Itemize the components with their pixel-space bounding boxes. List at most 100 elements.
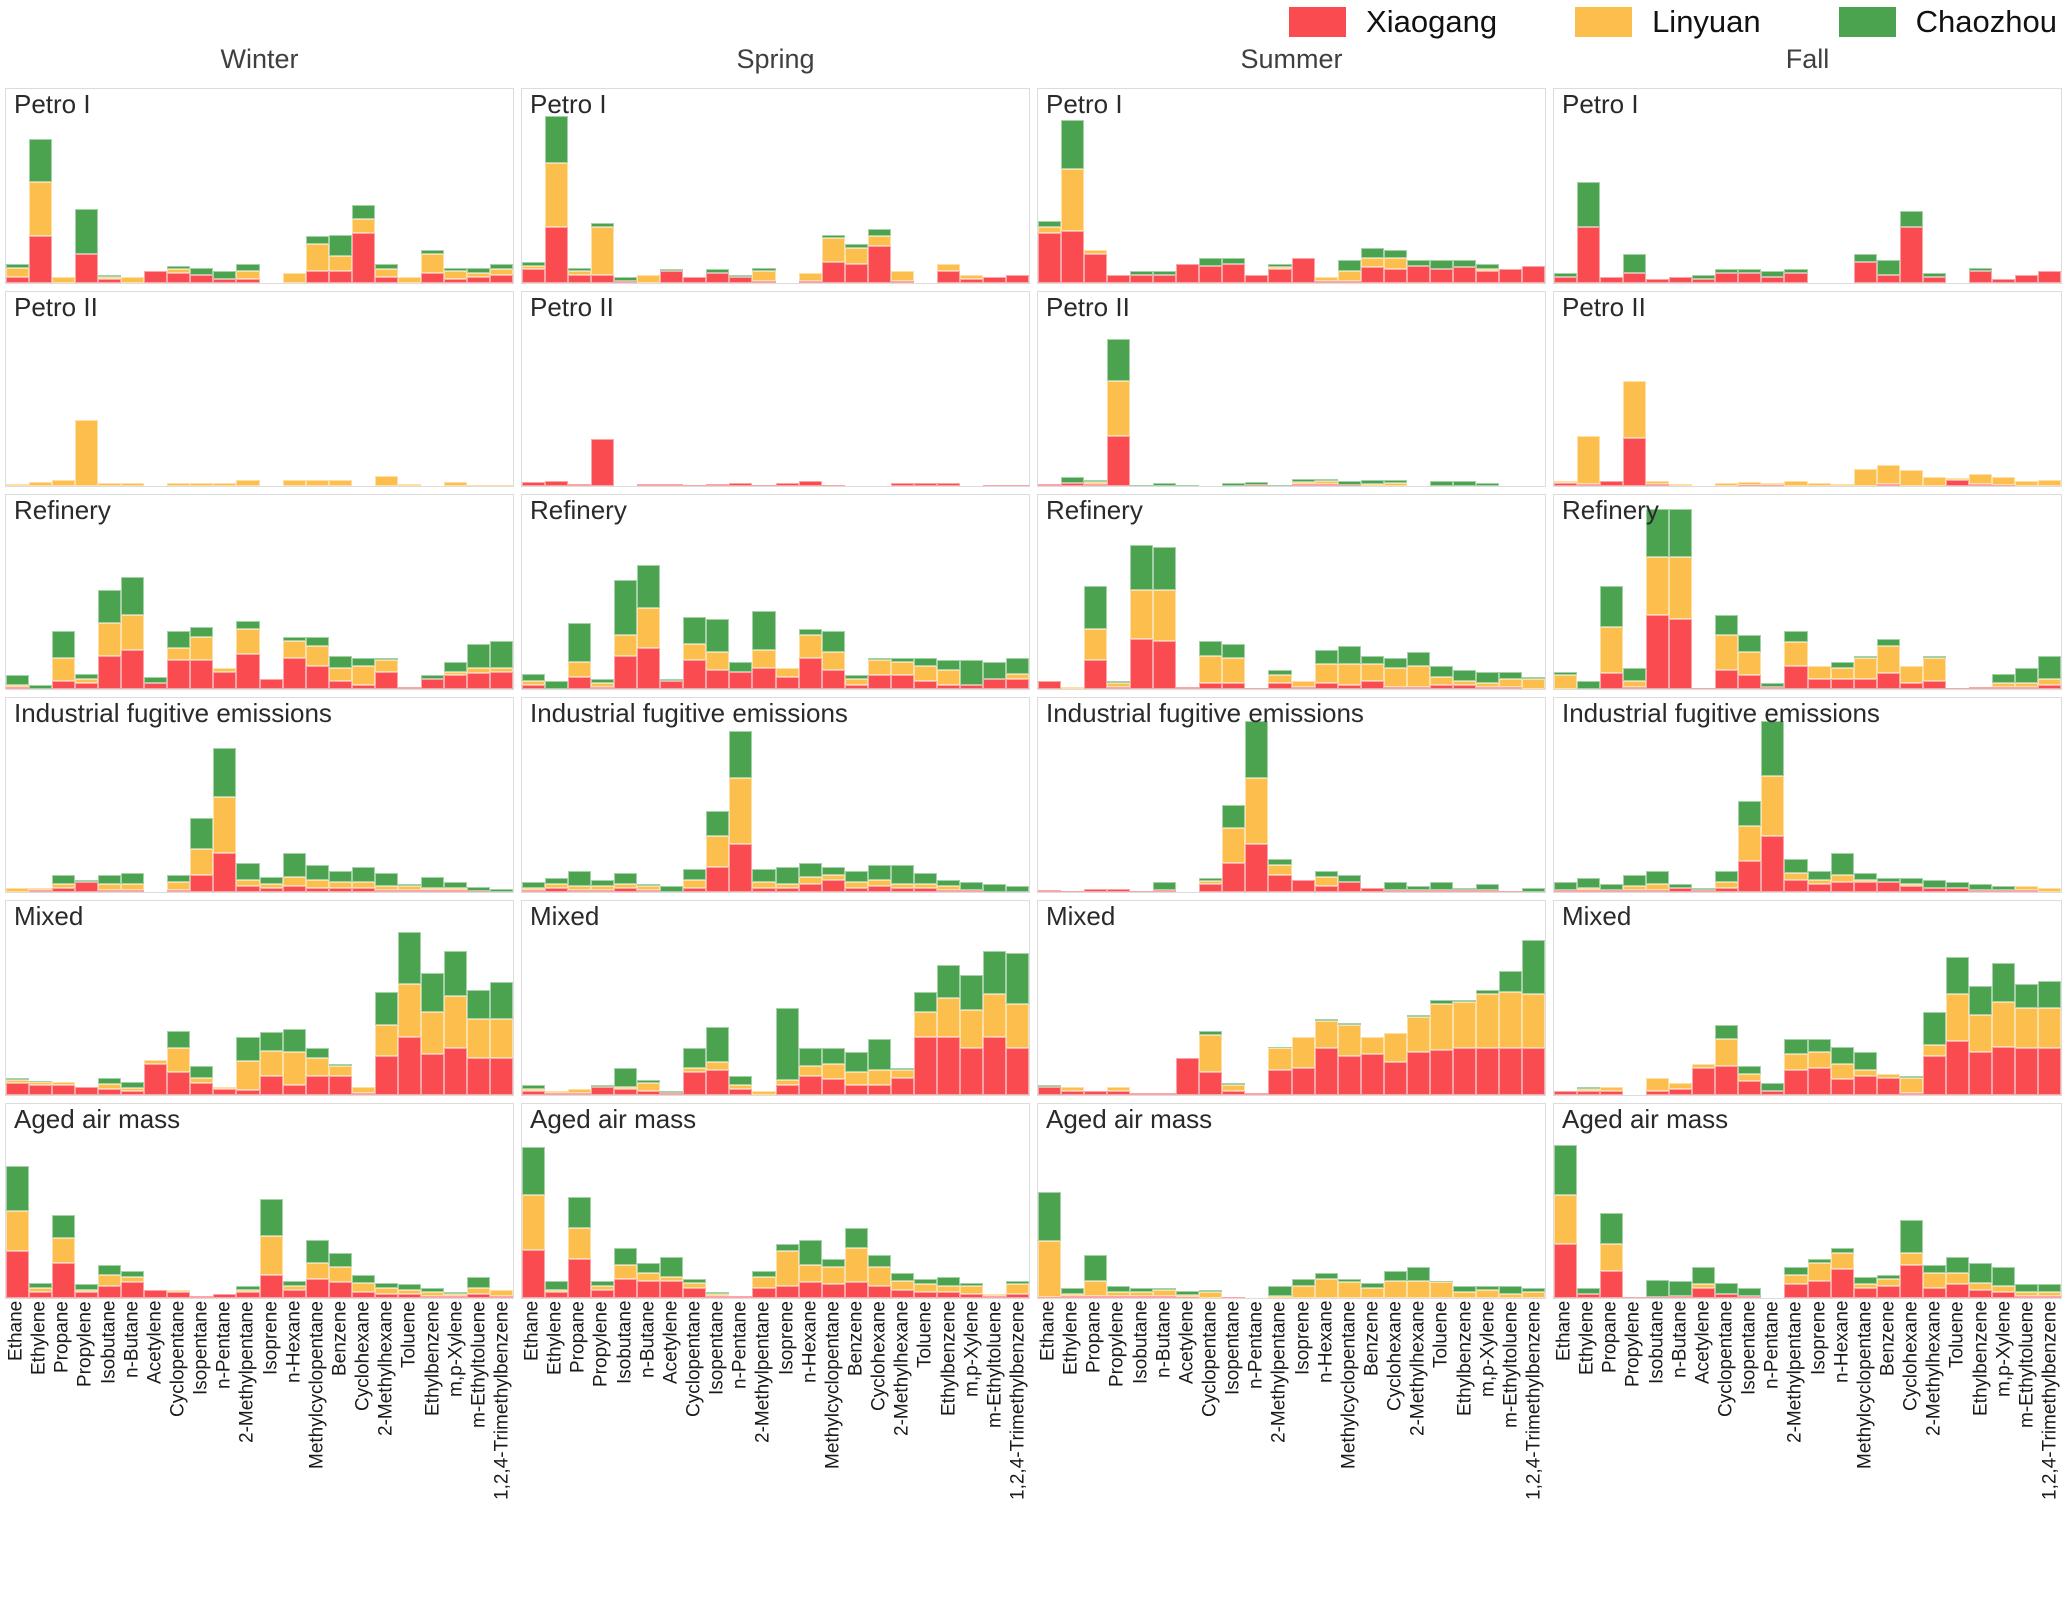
segment-linyuan: [683, 644, 707, 660]
segment-linyuan: [660, 1276, 684, 1281]
panel-fall-industrial-fugitive-emissions: Industrial fugitive emissions: [1553, 697, 2062, 893]
xlabel-isoprene: Isoprene: [776, 1301, 798, 1375]
bar-propylene: [1107, 698, 1131, 892]
bar-ethylene: [1061, 698, 1085, 892]
segment-xiaogang: [867, 1085, 891, 1095]
segment-chaozhou: [1452, 888, 1476, 891]
bar-ethylbenzene: [936, 901, 960, 1095]
segment-chaozhou: [1314, 479, 1338, 482]
bar-methylcyclopentane: [1337, 495, 1361, 689]
bar-2-methylpentane: [752, 1104, 776, 1298]
segment-chaozhou: [52, 1214, 76, 1238]
segment-linyuan: [1784, 872, 1808, 881]
segment-linyuan: [1761, 483, 1785, 486]
segment-xiaogang: [374, 277, 398, 283]
segment-linyuan: [489, 269, 514, 276]
segment-xiaogang: [821, 880, 845, 892]
bar-1-2-4-trimethylbenzene: [2037, 89, 2062, 283]
segment-xiaogang: [144, 683, 168, 689]
segment-xiaogang: [913, 888, 937, 892]
bar-cyclopentane: [1715, 698, 1739, 892]
segment-chaozhou: [936, 965, 960, 999]
segment-linyuan: [637, 886, 661, 891]
segment-chaozhou: [282, 1280, 306, 1287]
segment-linyuan: [1084, 628, 1108, 660]
xlabel-2-methylhexane: 2-Methylhexane: [1407, 1301, 1429, 1437]
segment-xiaogang: [1107, 275, 1131, 283]
bar-m-ethyltoluene: [466, 901, 490, 1095]
xlabel-isoprene: Isoprene: [260, 1301, 282, 1375]
segment-xiaogang: [844, 263, 868, 283]
bar-toluene: [913, 901, 937, 1095]
bar-ethylbenzene: [1968, 495, 1992, 689]
xlabel-set-winter: Ethane Ethylene Propane Propylene Isobutane n…: [5, 1301, 514, 1600]
bar-benzene: [1360, 1104, 1384, 1298]
segment-linyuan: [1922, 657, 1946, 682]
segment-xiaogang: [729, 843, 753, 892]
segment-xiaogang: [1061, 891, 1085, 892]
bar-toluene: [1945, 495, 1969, 689]
segment-linyuan: [397, 277, 421, 283]
legend-item-chaozhou: Chaozhou: [1838, 4, 2057, 40]
segment-xiaogang: [1452, 685, 1476, 689]
bar-methylcyclopentane: [305, 89, 329, 283]
xlabel-toluene: Toluene: [1430, 1301, 1452, 1368]
segment-linyuan: [1715, 1038, 1739, 1066]
segment-linyuan: [29, 482, 53, 486]
segment-linyuan: [236, 1061, 260, 1091]
bar-propylene: [75, 495, 99, 689]
segment-xiaogang: [1521, 265, 1546, 283]
bar-cyclopentane: [1715, 495, 1739, 689]
bar-ethane: [522, 1104, 546, 1298]
segment-xiaogang: [1383, 269, 1407, 283]
segment-linyuan: [591, 226, 615, 276]
bar-toluene: [397, 89, 421, 283]
bar-ethane: [1038, 292, 1062, 486]
xlabel-acetylene: Acetylene: [1176, 1301, 1198, 1385]
bar-ethylbenzene: [1968, 901, 1992, 1095]
segment-chaozhou: [1784, 1038, 1808, 1055]
xlabel-2-methylpentane: 2-Methylpentane: [1784, 1301, 1806, 1443]
bar-propylene: [75, 89, 99, 283]
segment-chaozhou: [1715, 269, 1739, 274]
bar-cyclohexane: [351, 901, 375, 1095]
segment-chaozhou: [1475, 483, 1499, 486]
segment-chaozhou: [752, 1270, 776, 1277]
segment-xiaogang: [936, 271, 960, 283]
segment-linyuan: [98, 884, 122, 891]
bar-toluene: [1945, 901, 1969, 1095]
xlabel-ethylene: Ethylene: [1576, 1301, 1598, 1375]
bar-isoprene: [259, 698, 283, 892]
bar-toluene: [397, 292, 421, 486]
segment-chaozhou: [282, 1029, 306, 1053]
bar-2-methylpentane: [1268, 495, 1292, 689]
segment-xiaogang: [959, 1294, 983, 1298]
segment-linyuan: [1360, 1036, 1384, 1055]
bar-propane: [1600, 89, 1624, 283]
segment-linyuan: [959, 275, 983, 280]
segment-chaozhou: [798, 628, 822, 635]
segment-chaozhou: [466, 887, 490, 892]
bar-cyclopentane: [1715, 89, 1739, 283]
bar-propylene: [591, 495, 615, 689]
bar-cyclopentane: [1715, 901, 1739, 1095]
segment-linyuan: [328, 882, 352, 889]
bar-benzene: [1360, 901, 1384, 1095]
segment-xiaogang: [1669, 619, 1693, 689]
bars-area: [1554, 1104, 2062, 1298]
panel-title: Aged air mass: [14, 1104, 181, 1134]
bar-ethylbenzene: [421, 292, 444, 486]
segment-linyuan: [420, 253, 444, 274]
segment-linyuan: [1038, 226, 1062, 233]
bar-isobutane: [1130, 901, 1154, 1095]
bar-acetylene: [1692, 292, 1715, 486]
bar-2-methylpentane: [236, 698, 260, 892]
segment-linyuan: [752, 271, 776, 282]
legend-item-linyuan: Linyuan: [1575, 4, 1761, 40]
segment-xiaogang: [1945, 480, 1969, 486]
segment-xiaogang: [729, 1089, 753, 1095]
bar-2-methylpentane: [236, 89, 260, 283]
segment-xiaogang: [1715, 888, 1739, 892]
segment-linyuan: [1268, 1296, 1292, 1298]
segment-linyuan: [443, 482, 467, 486]
